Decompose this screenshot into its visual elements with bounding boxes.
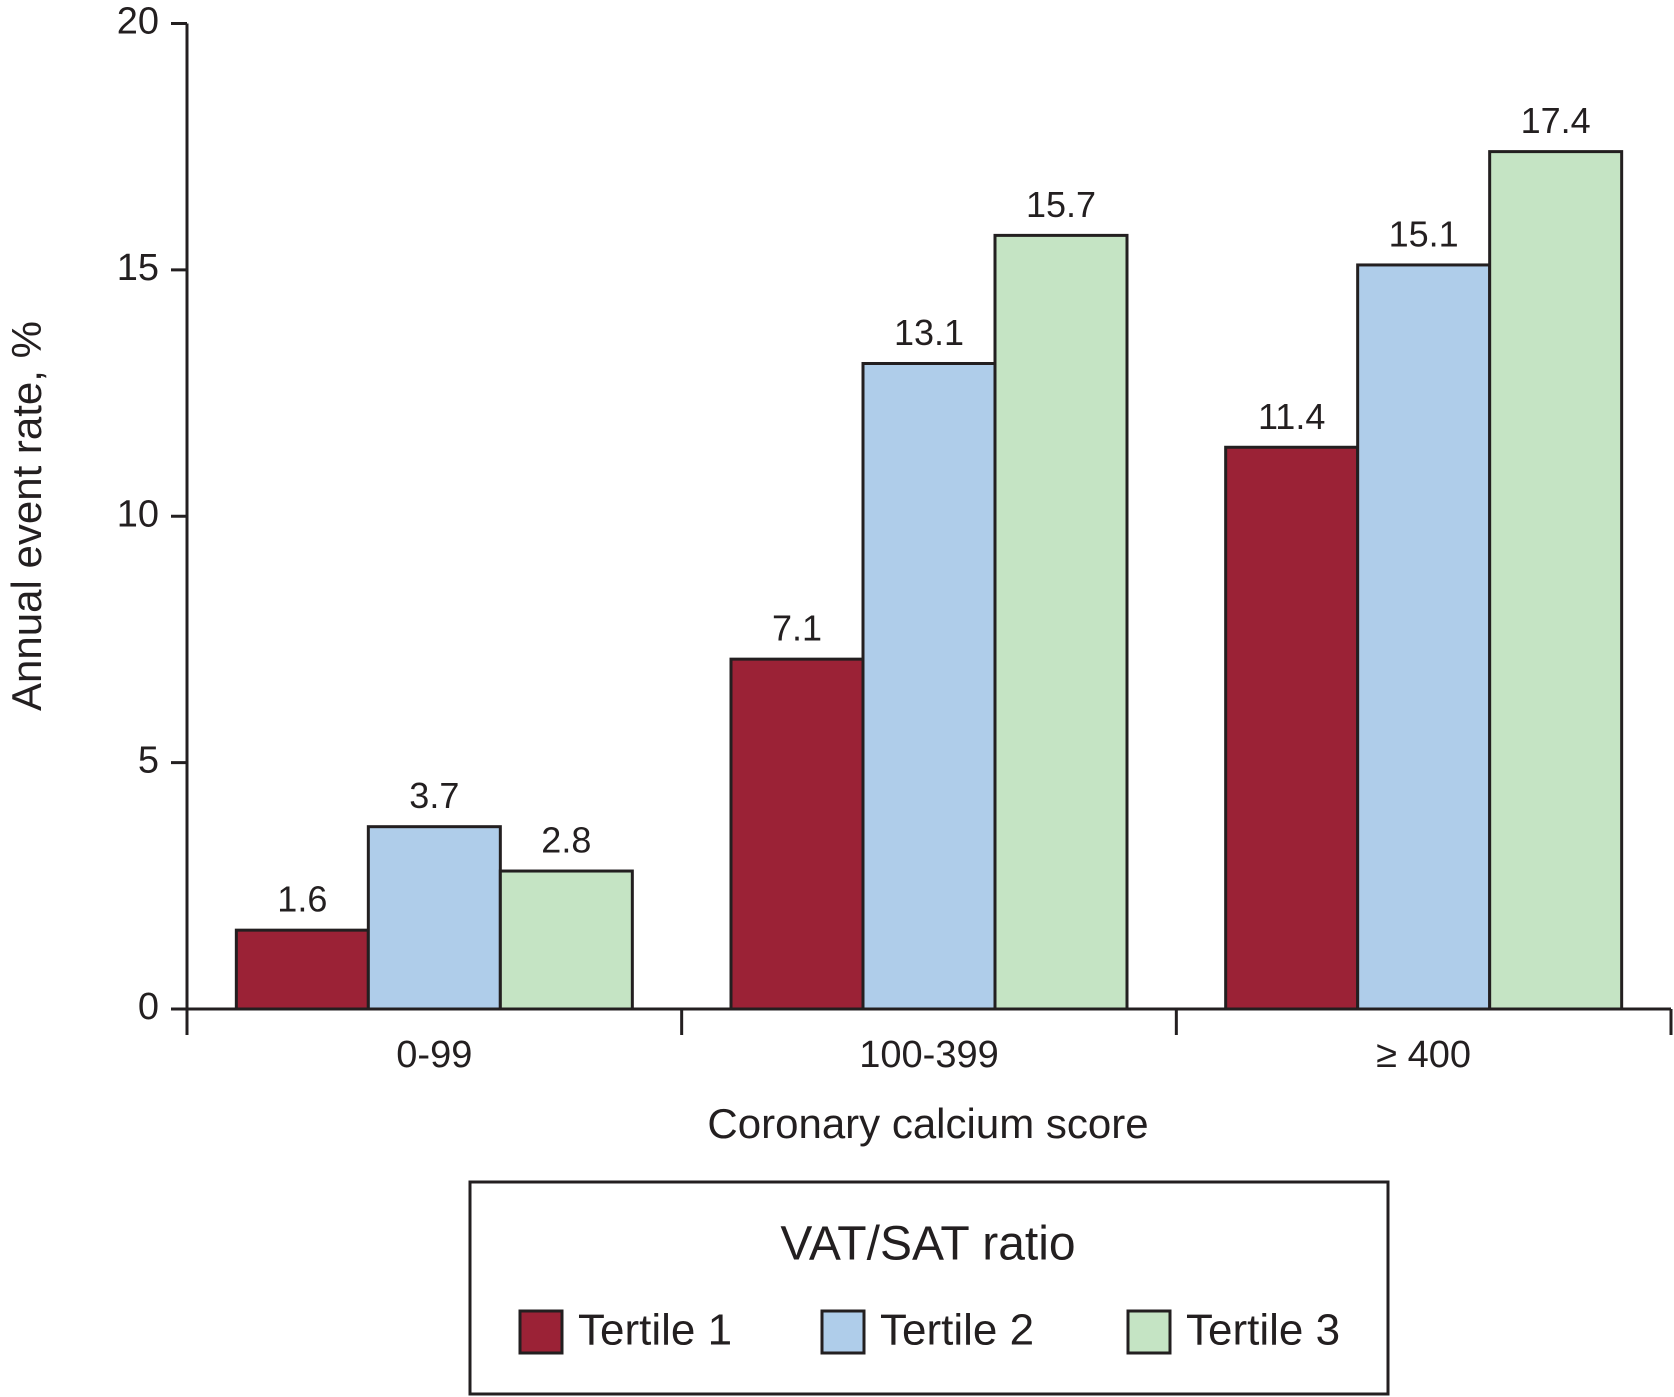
bar — [1224, 445, 1360, 1011]
bar — [729, 657, 865, 1011]
legend-title: VAT/SAT ratio — [780, 1218, 1075, 1271]
y-tick-label: 10 — [117, 493, 159, 535]
bar — [993, 233, 1129, 1011]
y-tick-label: 0 — [138, 986, 159, 1028]
x-tick-label: ≥ 400 — [1376, 1034, 1471, 1076]
value-label: 11.4 — [1258, 396, 1325, 437]
value-label: 13.1 — [894, 312, 964, 353]
value-label: 7.1 — [772, 608, 822, 649]
legend-box — [468, 1180, 1390, 1396]
value-label: 3.7 — [409, 775, 459, 816]
bar — [1488, 150, 1624, 1011]
value-label: 1.6 — [277, 879, 327, 920]
legend-swatch — [518, 1309, 564, 1355]
value-label: 2.8 — [541, 820, 591, 861]
y-tick-label: 15 — [117, 247, 159, 289]
y-tick-label: 5 — [138, 740, 159, 782]
legend-label: Tertile 1 — [578, 1306, 732, 1355]
legend-swatch — [1126, 1309, 1172, 1355]
bar — [1356, 263, 1492, 1011]
bar — [498, 869, 634, 1011]
bar — [234, 928, 370, 1011]
legend-swatch — [820, 1309, 866, 1355]
value-label: 17.4 — [1521, 100, 1591, 141]
value-label: 15.1 — [1389, 213, 1459, 254]
x-axis-label: Coronary calcium score — [707, 1100, 1148, 1147]
x-tick-label: 100-399 — [859, 1034, 998, 1076]
bar — [861, 361, 997, 1011]
x-tick-label: 0-99 — [396, 1034, 472, 1076]
y-tick-label: 20 — [117, 1, 159, 43]
legend-label: Tertile 2 — [880, 1306, 1034, 1355]
legend-label: Tertile 3 — [1186, 1306, 1340, 1355]
y-axis-label: Annual event rate, % — [3, 321, 50, 711]
bar — [366, 825, 502, 1011]
value-label: 15.7 — [1026, 184, 1096, 225]
